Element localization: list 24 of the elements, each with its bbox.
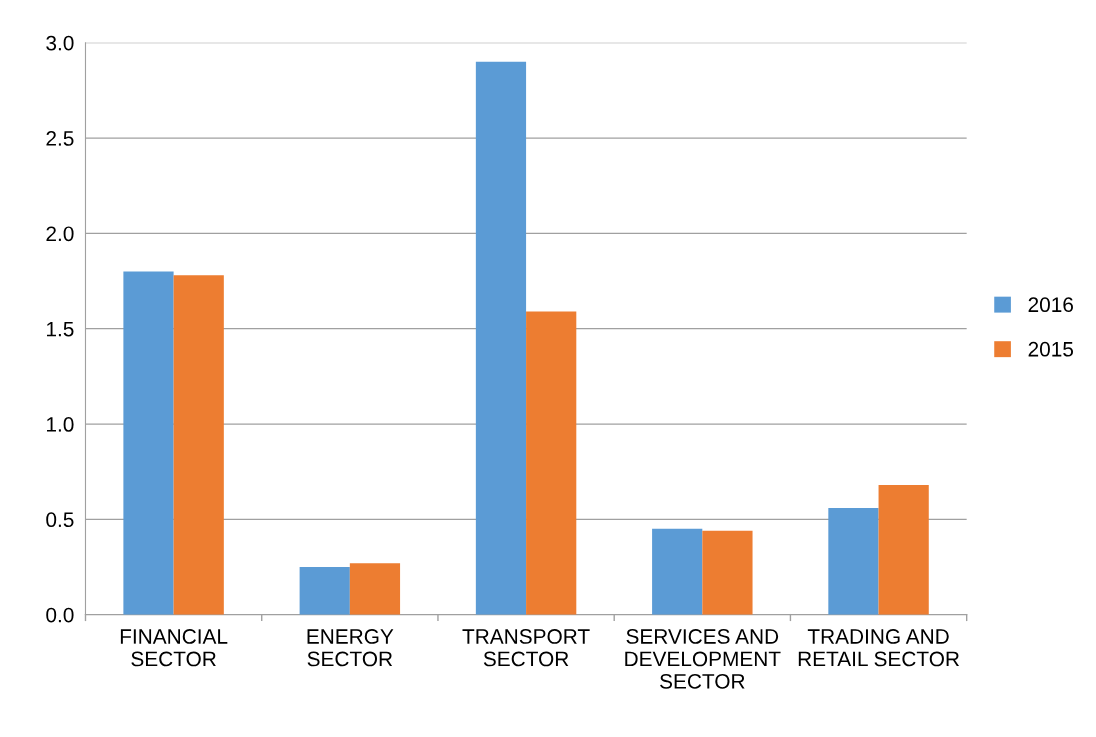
bar — [123, 271, 174, 615]
y-tick-label: 0.5 — [46, 512, 74, 528]
bar — [475, 61, 527, 615]
x-tick-label: ENERGY SECTOR — [307, 629, 394, 667]
x-tick-label: SERVICES AND DEVELOPMENT SECTOR — [625, 629, 781, 689]
bar — [828, 507, 879, 615]
y-tick-label: 2.5 — [46, 131, 74, 146]
x-tick-label: TRADING AND RETAIL SECTOR — [798, 629, 960, 667]
x-tick-label: TRANSPORT SECTOR — [462, 629, 590, 667]
legend-label: 2015 — [1028, 341, 1074, 357]
bar — [299, 567, 350, 615]
bar — [878, 485, 929, 615]
y-tick-label: 1.5 — [47, 321, 74, 337]
y-tick-label: 3.0 — [46, 35, 74, 51]
bar — [526, 311, 577, 615]
legend-label: 2016 — [1028, 297, 1073, 313]
y-tick-label: 0.0 — [46, 607, 74, 623]
y-tick-label: 2.0 — [46, 226, 74, 242]
bar — [349, 563, 401, 615]
bar — [702, 530, 753, 615]
bar — [652, 528, 703, 615]
bar — [173, 275, 224, 615]
y-tick-label: 1.0 — [47, 417, 74, 432]
x-tick-label: FINANCIAL SECTOR — [120, 629, 228, 667]
